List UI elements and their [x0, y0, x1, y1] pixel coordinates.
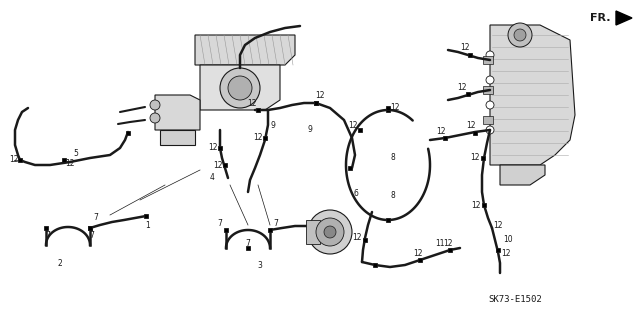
Text: FR.: FR. — [590, 13, 611, 23]
Circle shape — [508, 23, 532, 47]
Bar — [496, 248, 500, 252]
Text: 12: 12 — [208, 144, 218, 152]
Bar — [218, 146, 222, 150]
Bar — [483, 56, 493, 64]
Text: 12: 12 — [390, 103, 400, 113]
Text: 7: 7 — [93, 213, 99, 222]
Text: 12: 12 — [253, 133, 263, 143]
Polygon shape — [616, 11, 632, 25]
Text: 11: 11 — [435, 239, 445, 248]
Bar — [18, 158, 22, 162]
Text: 12: 12 — [213, 160, 223, 169]
Polygon shape — [160, 130, 195, 145]
Bar — [348, 166, 352, 170]
Polygon shape — [155, 95, 200, 130]
Bar — [473, 131, 477, 135]
Bar — [363, 238, 367, 242]
Text: 10: 10 — [503, 235, 513, 244]
Bar — [223, 163, 227, 167]
Bar — [482, 203, 486, 207]
Circle shape — [220, 68, 260, 108]
Bar — [481, 156, 485, 160]
Bar — [126, 131, 130, 135]
Text: 12: 12 — [467, 122, 476, 130]
Text: 5: 5 — [74, 149, 79, 158]
Bar — [483, 116, 493, 124]
Circle shape — [324, 226, 336, 238]
Bar — [306, 220, 320, 244]
Bar — [88, 226, 92, 230]
Text: 9: 9 — [271, 121, 275, 130]
Circle shape — [308, 210, 352, 254]
Circle shape — [486, 76, 494, 84]
Text: 7: 7 — [246, 239, 250, 248]
Text: 7: 7 — [273, 219, 278, 227]
Text: 12: 12 — [413, 249, 423, 257]
Bar — [358, 128, 362, 132]
Bar — [256, 108, 260, 112]
Bar — [268, 228, 272, 232]
Bar — [483, 86, 493, 94]
Text: 12: 12 — [9, 155, 19, 165]
Text: 12: 12 — [501, 249, 511, 257]
Text: 1: 1 — [146, 220, 150, 229]
Circle shape — [486, 101, 494, 109]
Text: 12: 12 — [352, 234, 362, 242]
Bar — [448, 248, 452, 252]
Bar — [88, 226, 92, 230]
Text: 12: 12 — [348, 122, 358, 130]
Circle shape — [150, 113, 160, 123]
Text: 8: 8 — [390, 190, 396, 199]
Bar — [263, 136, 267, 140]
Text: 12: 12 — [470, 153, 480, 162]
Bar — [246, 246, 250, 250]
Text: 12: 12 — [493, 220, 503, 229]
Text: 12: 12 — [247, 100, 257, 108]
Text: 12: 12 — [316, 92, 324, 100]
Bar — [62, 158, 66, 162]
Polygon shape — [195, 35, 295, 65]
Bar — [443, 136, 447, 140]
Bar — [44, 226, 48, 230]
Circle shape — [228, 76, 252, 100]
Text: 2: 2 — [58, 259, 62, 269]
Bar — [373, 263, 377, 267]
Bar — [314, 101, 318, 105]
Text: 6: 6 — [353, 189, 358, 197]
Text: 7: 7 — [90, 231, 95, 240]
Bar — [418, 258, 422, 262]
Bar — [386, 108, 390, 112]
Text: 7: 7 — [45, 231, 51, 240]
Polygon shape — [200, 65, 280, 110]
Circle shape — [514, 29, 526, 41]
Text: 12: 12 — [65, 159, 75, 167]
Circle shape — [486, 51, 494, 59]
Text: 12: 12 — [460, 43, 470, 53]
Text: 7: 7 — [218, 219, 223, 227]
Text: 3: 3 — [257, 261, 262, 270]
Polygon shape — [490, 25, 575, 165]
Text: SK73-E1502: SK73-E1502 — [488, 295, 541, 305]
Bar — [224, 228, 228, 232]
Text: 9: 9 — [308, 125, 312, 135]
Text: 12: 12 — [444, 239, 452, 248]
Text: 12: 12 — [457, 83, 467, 92]
Bar — [386, 218, 390, 222]
Circle shape — [316, 218, 344, 246]
Polygon shape — [500, 165, 545, 185]
Text: 12: 12 — [436, 127, 445, 136]
Text: 4: 4 — [209, 174, 214, 182]
Bar — [144, 214, 148, 218]
Bar — [386, 106, 390, 110]
Text: 8: 8 — [390, 152, 396, 161]
Circle shape — [150, 100, 160, 110]
Bar — [466, 92, 470, 96]
Bar — [468, 53, 472, 57]
Text: 12: 12 — [471, 201, 481, 210]
Bar — [314, 101, 318, 105]
Circle shape — [486, 126, 494, 134]
